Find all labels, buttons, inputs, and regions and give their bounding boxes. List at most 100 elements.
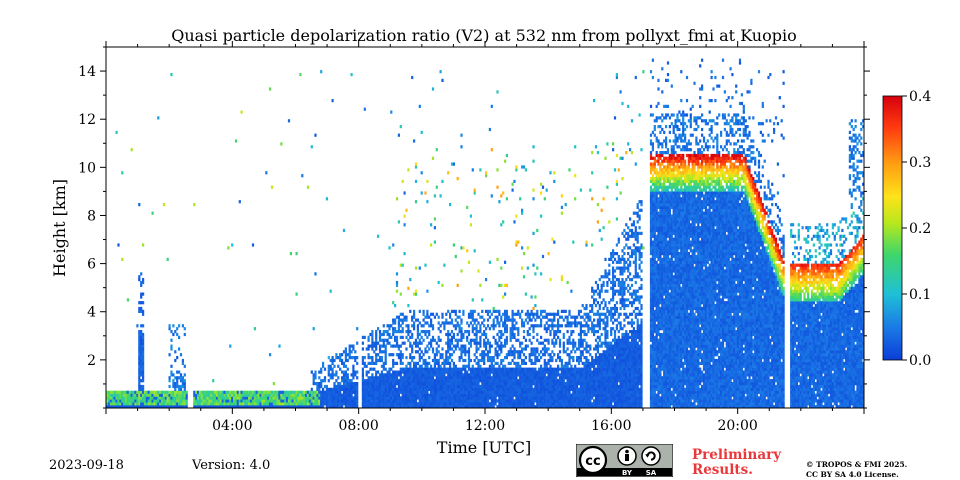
heatmap-cell bbox=[585, 367, 588, 371]
heatmap-cell bbox=[445, 312, 448, 316]
heatmap-cell bbox=[604, 399, 607, 403]
heatmap-cell bbox=[140, 335, 143, 339]
heatmap-cell bbox=[437, 350, 440, 354]
heatmap-cell bbox=[316, 387, 319, 391]
heatmap-cell bbox=[467, 382, 471, 386]
heatmap-cell bbox=[431, 382, 435, 386]
heatmap-cell bbox=[534, 353, 537, 357]
heatmap-cell bbox=[615, 344, 618, 348]
heatmap-cell bbox=[630, 301, 634, 305]
heatmap-cell bbox=[193, 203, 196, 207]
heatmap-cell bbox=[443, 367, 446, 371]
heatmap-cell bbox=[610, 327, 613, 331]
heatmap-cell bbox=[627, 350, 630, 354]
heatmap-cell bbox=[215, 399, 219, 403]
heatmap-cell bbox=[369, 367, 372, 371]
heatmap-cell bbox=[295, 252, 298, 256]
heatmap-cell bbox=[498, 379, 501, 383]
heatmap-cell bbox=[581, 370, 584, 374]
heatmap-cell bbox=[382, 379, 385, 383]
heatmap-cell bbox=[466, 402, 469, 406]
heatmap-cell bbox=[545, 364, 548, 368]
heatmap-cell bbox=[540, 387, 543, 391]
heatmap-cell bbox=[418, 332, 421, 337]
heatmap-cell bbox=[515, 405, 518, 408]
heatmap-cell bbox=[308, 399, 311, 403]
heatmap-cell bbox=[449, 347, 452, 351]
heatmap-cell bbox=[329, 358, 332, 363]
heatmap-cell bbox=[538, 387, 541, 391]
heatmap-cell bbox=[401, 399, 404, 403]
heatmap-cell bbox=[617, 384, 620, 389]
heatmap-cell bbox=[255, 396, 258, 400]
heatmap-cell bbox=[566, 370, 569, 374]
heatmap-cell bbox=[504, 260, 507, 264]
heatmap-cell bbox=[405, 347, 408, 351]
heatmap-cell bbox=[414, 338, 418, 342]
heatmap-cell bbox=[246, 393, 249, 397]
heatmap-cell bbox=[604, 393, 607, 397]
heatmap-cell bbox=[483, 358, 486, 363]
heatmap-cell bbox=[426, 200, 429, 204]
heatmap-cell bbox=[250, 396, 253, 400]
heatmap-cell bbox=[634, 364, 637, 368]
heatmap-cell bbox=[322, 396, 325, 400]
heatmap-cell bbox=[439, 330, 442, 334]
heatmap-cell bbox=[342, 399, 346, 403]
heatmap-cell bbox=[625, 344, 628, 348]
heatmap-cell bbox=[460, 347, 463, 351]
heatmap-cell bbox=[589, 384, 592, 389]
heatmap-cell bbox=[272, 399, 275, 403]
heatmap-cell bbox=[551, 338, 554, 342]
heatmap-cell bbox=[462, 379, 465, 383]
heatmap-cell bbox=[409, 405, 412, 408]
heatmap-cell bbox=[435, 358, 438, 363]
heatmap-cell bbox=[612, 344, 615, 348]
heatmap-cell bbox=[471, 382, 474, 386]
heatmap-cell bbox=[562, 399, 565, 403]
heatmap-cell bbox=[449, 382, 452, 386]
heatmap-cell bbox=[130, 390, 133, 394]
heatmap-cell bbox=[161, 393, 164, 397]
heatmap-cell bbox=[335, 384, 338, 389]
heatmap-cell bbox=[534, 390, 537, 394]
heatmap-cell bbox=[341, 353, 344, 357]
heatmap-cell bbox=[606, 396, 609, 400]
heatmap-cell bbox=[356, 327, 359, 331]
heatmap-cell bbox=[473, 358, 476, 363]
heatmap-cell bbox=[632, 289, 635, 293]
heatmap-cell bbox=[593, 332, 596, 337]
heatmap-cell bbox=[481, 405, 484, 408]
heatmap-cell bbox=[568, 379, 571, 383]
heatmap-cell bbox=[431, 350, 435, 354]
heatmap-cell bbox=[485, 405, 488, 408]
heatmap-cell bbox=[384, 402, 387, 406]
heatmap-cell bbox=[528, 327, 531, 331]
heatmap-cell bbox=[443, 393, 446, 397]
heatmap-cell bbox=[617, 260, 620, 264]
heatmap-cell bbox=[179, 379, 183, 383]
heatmap-cell bbox=[606, 379, 609, 383]
heatmap-cell bbox=[305, 399, 308, 403]
heatmap-cell bbox=[615, 252, 618, 256]
heatmap-cell bbox=[382, 396, 385, 400]
heatmap-cell bbox=[585, 356, 588, 360]
heatmap-cell bbox=[466, 399, 469, 403]
heatmap-cell bbox=[543, 338, 546, 342]
heatmap-cell bbox=[604, 304, 607, 308]
heatmap-cell bbox=[405, 315, 408, 319]
heatmap-cell bbox=[598, 402, 601, 406]
heatmap-cell bbox=[458, 373, 461, 377]
heatmap-cell bbox=[344, 353, 347, 357]
heatmap-cell bbox=[443, 321, 446, 325]
heatmap-cell bbox=[164, 405, 167, 408]
heatmap-cell bbox=[331, 358, 334, 363]
heatmap-cell bbox=[551, 382, 554, 386]
heatmap-cell bbox=[178, 390, 181, 394]
heatmap-cell bbox=[630, 335, 634, 339]
heatmap-cell bbox=[486, 387, 490, 391]
heatmap-cell bbox=[479, 399, 482, 403]
heatmap-cell bbox=[602, 364, 605, 368]
heatmap-cell bbox=[113, 399, 116, 403]
heatmap-cell bbox=[363, 384, 366, 389]
